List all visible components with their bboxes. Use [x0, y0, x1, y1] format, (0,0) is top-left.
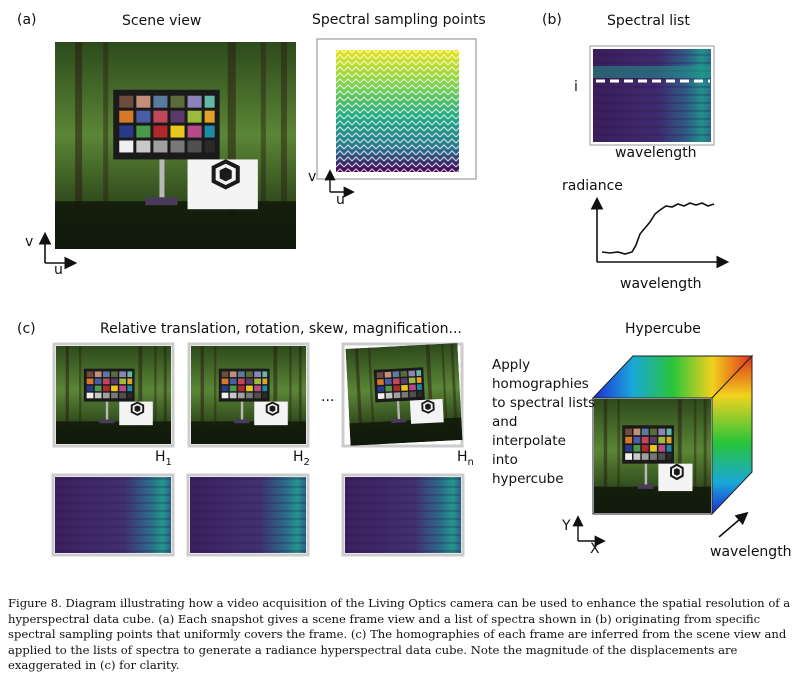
instruction-line: to spectral lists	[492, 395, 596, 411]
scene-axis-v: v	[25, 234, 34, 250]
spectral-list-image	[589, 45, 715, 146]
scene-view-title: Scene view	[122, 13, 202, 29]
instruction-line: and	[492, 414, 518, 430]
instruction-line: Apply	[492, 357, 531, 373]
sampling-points-title: Spectral sampling points	[312, 12, 486, 28]
hypercube-instructions: Apply homographies to spectral lists and…	[492, 356, 595, 489]
instruction-line: interpolate	[492, 433, 566, 449]
panel-c-label: (c)	[17, 321, 36, 337]
spectral-list-2	[186, 473, 310, 557]
frames-ellipsis: ...	[321, 389, 335, 405]
homography-h2: H2	[293, 449, 310, 468]
spectral-list-n	[341, 473, 465, 557]
instruction-line: hypercube	[492, 471, 564, 487]
hypercube-axis-y: Y	[562, 518, 571, 534]
radiance-plot	[590, 196, 730, 269]
radiance-xlabel: wavelength	[620, 276, 702, 292]
hypercube-title: Hypercube	[625, 321, 701, 337]
sampling-axis-u: u	[336, 192, 345, 208]
sampling-points-plot	[316, 38, 477, 180]
spectral-list-title: Spectral list	[607, 13, 690, 29]
frame-2	[187, 342, 310, 448]
hypercube	[591, 354, 754, 516]
hypercube-axis-x: X	[590, 541, 600, 557]
instruction-line: homographies	[492, 376, 589, 392]
hypercube-wavelength-label: wavelength	[710, 544, 792, 560]
frame-n	[341, 342, 464, 448]
homography-hn: Hn	[457, 449, 474, 468]
hypercube-xy-axes	[572, 511, 749, 547]
panel-c-title: Relative translation, rotation, skew, ma…	[100, 321, 462, 337]
scene-view-image	[55, 42, 296, 249]
figure-caption: Figure 8. Diagram illustrating how a vid…	[8, 596, 791, 672]
instruction-line: into	[492, 452, 518, 468]
radiance-curve	[601, 202, 715, 255]
radiance-ylabel: radiance	[562, 178, 623, 194]
spectral-list-xlabel: wavelength	[615, 145, 697, 161]
panel-b-label: (b)	[542, 12, 562, 28]
sampling-axis-v: v	[308, 169, 317, 185]
homography-h1: H1	[155, 449, 172, 468]
figure-artwork	[38, 38, 754, 557]
frame-1	[52, 342, 175, 448]
row-index-label: i	[574, 79, 578, 95]
spectral-list-1	[51, 473, 175, 557]
scene-uv-axes	[38, 231, 78, 270]
scene-axis-u: u	[54, 262, 63, 278]
sampling-uv-axes	[324, 169, 355, 198]
panel-a-label: (a)	[17, 12, 37, 28]
